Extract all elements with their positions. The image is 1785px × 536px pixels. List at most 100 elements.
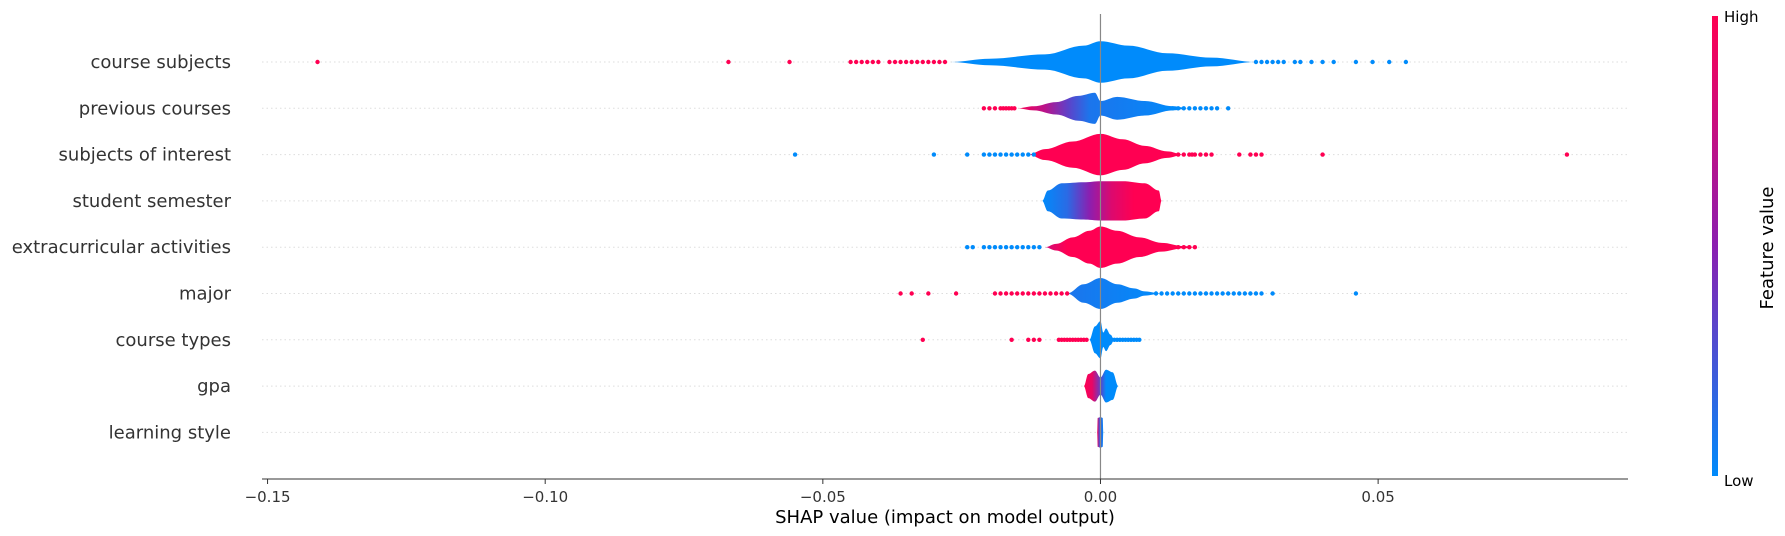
outlier-point-low — [1203, 106, 1209, 111]
feature-label-gpa: gpa — [197, 376, 231, 397]
outlier-point-high — [920, 337, 925, 342]
outlier-point-high — [1009, 291, 1014, 296]
outlier-point-high — [726, 59, 731, 65]
outlier-point-high — [981, 106, 987, 111]
outlier-point-low — [1370, 59, 1375, 65]
violin-student-semester — [1042, 181, 1162, 221]
outlier-point-high — [787, 59, 792, 65]
x-tick-label: 0.05 — [1361, 488, 1394, 506]
colorbar-low-label: Low — [1724, 472, 1754, 490]
outlier-point-low — [1170, 106, 1175, 111]
outlier-point-low — [1031, 245, 1037, 250]
outlier-point-high — [1020, 291, 1025, 296]
outlier-point-low — [987, 245, 992, 250]
outlier-point-high — [870, 59, 876, 65]
outlier-point-high — [1203, 152, 1209, 157]
outlier-point-low — [792, 152, 798, 157]
outlier-point-high — [1164, 245, 1170, 250]
outlier-point-high — [998, 291, 1003, 296]
outlier-point-low — [1281, 59, 1286, 65]
x-ticks: −0.15 −0.10 −0.05 0.00 0.05 — [245, 479, 1395, 506]
outlier-point-low — [965, 245, 970, 250]
outlier-point-low — [992, 245, 998, 250]
outlier-point-high — [1237, 152, 1242, 157]
feature-labels: course subjects previous courses subjects … — [12, 52, 232, 443]
outlier-point-high — [953, 291, 959, 296]
outlier-point-low — [1353, 59, 1359, 65]
outlier-point-high — [315, 59, 320, 65]
outlier-points — [315, 59, 1570, 342]
outlier-point-low — [1331, 59, 1336, 65]
violins — [950, 41, 1256, 448]
outlier-point-low — [1164, 106, 1170, 111]
outlier-point-high — [1026, 291, 1031, 296]
outlier-point-low — [1187, 291, 1192, 296]
outlier-point-high — [853, 59, 859, 65]
outlier-point-high — [1259, 152, 1264, 157]
violin-extracurricular-activities — [1044, 226, 1198, 268]
outlier-point-high — [903, 59, 909, 65]
outlier-point-low — [1003, 245, 1009, 250]
outlier-point-low — [1009, 245, 1014, 250]
outlier-point-high — [1031, 291, 1037, 296]
feature-label-extracurricular-activities: extracurricular activities — [12, 237, 231, 258]
outlier-point-high — [1181, 152, 1186, 157]
violin-course-subjects — [950, 41, 1256, 83]
violin-course-types — [1089, 321, 1115, 359]
outlier-point-low — [1192, 291, 1198, 296]
outlier-point-low — [1164, 291, 1170, 296]
outlier-point-high — [926, 291, 931, 296]
colorbar-high-label: High — [1724, 8, 1758, 26]
outlier-point-high — [1192, 245, 1198, 250]
outlier-point-high — [1176, 152, 1181, 157]
outlier-point-low — [965, 152, 970, 157]
outlier-point-low — [1231, 291, 1236, 296]
outlier-point-low — [1170, 291, 1175, 296]
outlier-point-high — [1253, 152, 1259, 157]
outlier-point-high — [1012, 106, 1017, 111]
outlier-point-high — [1564, 152, 1570, 157]
outlier-point-high — [1198, 152, 1203, 157]
outlier-point-high — [1009, 337, 1014, 342]
outlier-point-high — [1037, 337, 1042, 342]
outlier-point-low — [1237, 291, 1242, 296]
outlier-point-low — [992, 152, 998, 157]
outlier-point-high — [1026, 337, 1031, 342]
outlier-point-high — [987, 106, 992, 111]
outlier-point-low — [1181, 106, 1186, 111]
x-tick-label: −0.10 — [522, 488, 568, 506]
outlier-point-low — [998, 152, 1003, 157]
outlier-point-high — [865, 59, 870, 65]
outlier-point-high — [1003, 291, 1009, 296]
outlier-point-high — [1187, 245, 1192, 250]
outlier-point-low — [1248, 291, 1253, 296]
outlier-point-high — [920, 59, 925, 65]
outlier-point-high — [942, 59, 948, 65]
outlier-point-low — [1014, 245, 1020, 250]
outlier-point-low — [1031, 152, 1037, 157]
feature-label-learning-style: learning style — [109, 422, 231, 443]
feature-label-major: major — [179, 284, 232, 305]
outlier-point-high — [1320, 152, 1325, 157]
outlier-point-high — [898, 59, 903, 65]
outlier-point-low — [1198, 106, 1203, 111]
colorbar: High Low Feature value — [1712, 8, 1778, 490]
colorbar-gradient — [1712, 16, 1718, 476]
outlier-point-high — [992, 106, 998, 111]
outlier-point-low — [1353, 291, 1359, 296]
outlier-point-low — [1181, 291, 1186, 296]
outlier-point-low — [1220, 291, 1225, 296]
outlier-point-low — [1320, 59, 1325, 65]
outlier-point-high — [1192, 152, 1198, 157]
outlier-point-low — [1026, 245, 1031, 250]
outlier-point-low — [1209, 106, 1214, 111]
outlier-point-low — [1203, 291, 1209, 296]
x-tick-label: −0.05 — [800, 488, 846, 506]
outlier-point-low — [1192, 106, 1198, 111]
outlier-point-low — [1014, 152, 1020, 157]
outlier-point-high — [1209, 152, 1214, 157]
feature-label-student-semester: student semester — [72, 191, 231, 212]
outlier-point-low — [1259, 59, 1264, 65]
outlier-point-low — [1253, 291, 1259, 296]
